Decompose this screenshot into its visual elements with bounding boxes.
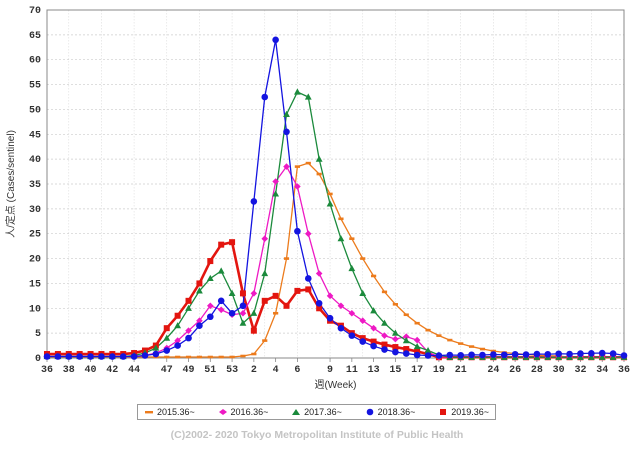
svg-text:50: 50 [29,105,41,116]
svg-text:15: 15 [29,279,41,290]
svg-text:2: 2 [251,365,257,376]
svg-text:30: 30 [553,365,565,376]
svg-text:36: 36 [618,365,630,376]
svg-text:21: 21 [455,365,467,376]
svg-text:25: 25 [29,230,41,241]
svg-text:17: 17 [411,365,423,376]
svg-text:45: 45 [29,130,41,141]
svg-text:70: 70 [29,6,41,17]
svg-text:0: 0 [35,354,41,365]
svg-text:5: 5 [35,329,41,340]
svg-text:51: 51 [204,365,216,376]
svg-text:40: 40 [85,365,97,376]
svg-text:49: 49 [183,365,195,376]
svg-text:6: 6 [294,365,300,376]
svg-text:36: 36 [41,365,53,376]
svg-text:4: 4 [273,365,279,376]
svg-text:人/定点 (Cases/sentinel): 人/定点 (Cases/sentinel) [4,130,17,238]
svg-text:40: 40 [29,155,41,166]
svg-text:30: 30 [29,205,41,216]
svg-text:60: 60 [29,56,41,67]
svg-text:55: 55 [29,81,41,92]
svg-text:47: 47 [161,365,173,376]
svg-text:週(Week): 週(Week) [314,379,356,391]
svg-text:28: 28 [531,365,543,376]
svg-text:42: 42 [106,365,118,376]
svg-text:35: 35 [29,180,41,191]
svg-text:26: 26 [509,365,521,376]
svg-text:53: 53 [226,365,238,376]
svg-text:34: 34 [596,365,608,376]
svg-text:13: 13 [368,365,380,376]
svg-text:24: 24 [487,365,499,376]
svg-text:44: 44 [128,365,140,376]
svg-text:38: 38 [63,365,75,376]
svg-text:10: 10 [29,304,41,315]
svg-text:32: 32 [574,365,586,376]
svg-text:11: 11 [346,365,358,376]
svg-text:19: 19 [433,365,445,376]
svg-text:9: 9 [327,365,333,376]
svg-text:15: 15 [389,365,401,376]
svg-text:65: 65 [29,31,41,42]
svg-text:20: 20 [29,255,41,266]
